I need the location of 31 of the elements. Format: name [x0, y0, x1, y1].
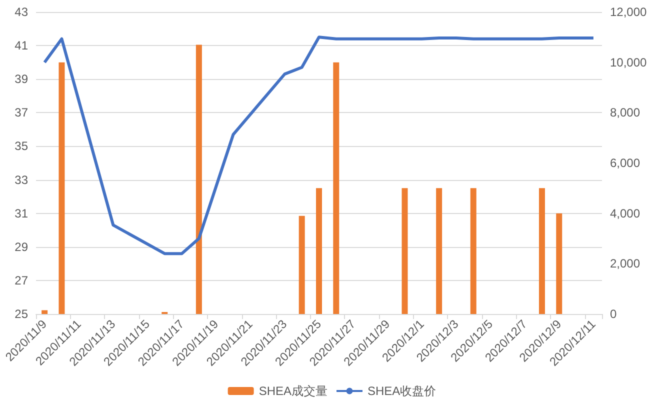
y2-tick-label: 12,000 [610, 5, 648, 19]
bar [436, 188, 442, 314]
bar [538, 188, 545, 314]
y-tick-label: 27 [14, 273, 28, 288]
y-tick-label: 35 [14, 139, 28, 154]
y2-tick-label: 8,000 [610, 106, 640, 120]
y-tick-label: 29 [14, 240, 28, 254]
line-series [43, 36, 595, 256]
y-tick-label: 39 [14, 72, 28, 86]
legend-label: SHEA收盘价 [368, 384, 436, 398]
y-tick-label: 41 [14, 38, 28, 53]
bar [42, 310, 48, 314]
y-tick-label: 37 [14, 106, 28, 120]
y-tick-label: 33 [14, 172, 28, 187]
y2-tick-label: 6,000 [610, 156, 640, 170]
bar [470, 188, 476, 314]
y-tick-label: 31 [14, 206, 28, 220]
y2-tick-label: 4,000 [610, 206, 640, 220]
y-tick-label: 43 [14, 5, 28, 19]
y2-tick-label: 2,000 [610, 256, 640, 271]
y-tick-label: 25 [14, 307, 28, 321]
bar [556, 213, 562, 314]
bar [58, 62, 65, 314]
y2-tick-label: 0 [610, 307, 617, 321]
bar [196, 44, 202, 314]
y2-tick-label: 10,000 [610, 55, 648, 70]
bar [316, 188, 322, 314]
bar [298, 216, 305, 314]
bar [402, 188, 408, 314]
bar [333, 62, 340, 314]
legend-label: SHEA成交量 [258, 384, 328, 398]
